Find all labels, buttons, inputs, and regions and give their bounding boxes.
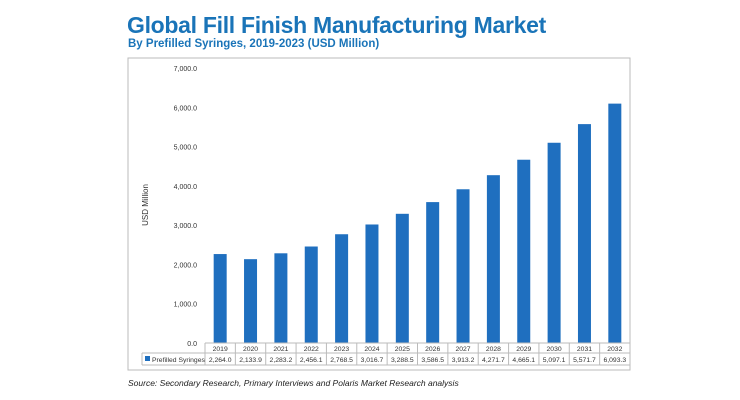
data-label: 3,288.5 [391, 357, 414, 364]
y-tick-label: 7,000.0 [174, 66, 197, 73]
chart-subtitle: By Prefilled Syringes, 2019-2023 (USD Mi… [128, 38, 380, 50]
chart-title: Global Fill Finish Manufacturing Market [127, 12, 546, 38]
y-tick-label: 3,000.0 [174, 223, 197, 230]
bar-2022 [304, 246, 318, 343]
x-tick-label: 2025 [395, 346, 410, 353]
y-tick-label: 2,000.0 [174, 262, 197, 269]
x-tick-label: 2029 [516, 346, 531, 353]
x-tick-label: 2023 [334, 346, 349, 353]
data-label: 2,283.2 [270, 357, 293, 364]
bar-2023 [335, 234, 349, 343]
x-tick-label: 2022 [304, 346, 319, 353]
x-tick-label: 2028 [486, 346, 501, 353]
data-label: 3,586.5 [421, 357, 444, 364]
y-tick-label: 4,000.0 [174, 184, 197, 191]
x-tick-label: 2026 [425, 346, 440, 353]
x-tick-label: 2020 [243, 346, 258, 353]
x-tick-label: 2024 [364, 346, 379, 353]
data-label: 2,264.0 [209, 357, 232, 364]
data-label: 6,093.3 [603, 357, 626, 364]
bar-2029 [517, 159, 531, 343]
y-tick-label: 5,000.0 [174, 145, 197, 152]
x-tick-label: 2031 [577, 346, 592, 353]
data-label: 2,133.9 [239, 357, 262, 364]
bar-2028 [486, 175, 500, 343]
y-axis-label: USD Million [141, 184, 150, 226]
legend-label: Prefilled Syringes [152, 357, 205, 364]
bar-2027 [456, 189, 470, 343]
bar-2020 [244, 259, 258, 343]
bar-2021 [274, 253, 288, 343]
data-label: 4,665.1 [512, 357, 535, 364]
data-label: 4,271.7 [482, 357, 505, 364]
legend-swatch [145, 356, 150, 361]
x-tick-label: 2021 [273, 346, 288, 353]
y-tick-label: 6,000.0 [174, 105, 197, 112]
x-tick-label: 2032 [607, 346, 622, 353]
bar-2025 [395, 213, 409, 343]
chart-frame [127, 57, 631, 371]
data-label: 5,097.1 [543, 357, 566, 364]
bar-2030 [547, 142, 561, 343]
bar-2024 [365, 224, 379, 343]
bar-2019 [213, 254, 227, 343]
source-note: Source: Secondary Research, Primary Inte… [128, 378, 459, 388]
x-tick-label: 2019 [213, 346, 228, 353]
data-label: 5,571.7 [573, 357, 596, 364]
x-tick-label: 2027 [455, 346, 470, 353]
y-tick-label: 1,000.0 [174, 302, 197, 309]
data-label: 3,016.7 [361, 357, 384, 364]
x-tick-label: 2030 [547, 346, 562, 353]
y-tick-label: 0.0 [187, 341, 197, 348]
bar-2032 [608, 103, 622, 343]
data-label: 2,768.5 [330, 357, 353, 364]
data-label: 3,913.2 [452, 357, 475, 364]
bar-2031 [577, 124, 591, 343]
bar-2026 [426, 202, 440, 343]
data-label: 2,456.1 [300, 357, 323, 364]
